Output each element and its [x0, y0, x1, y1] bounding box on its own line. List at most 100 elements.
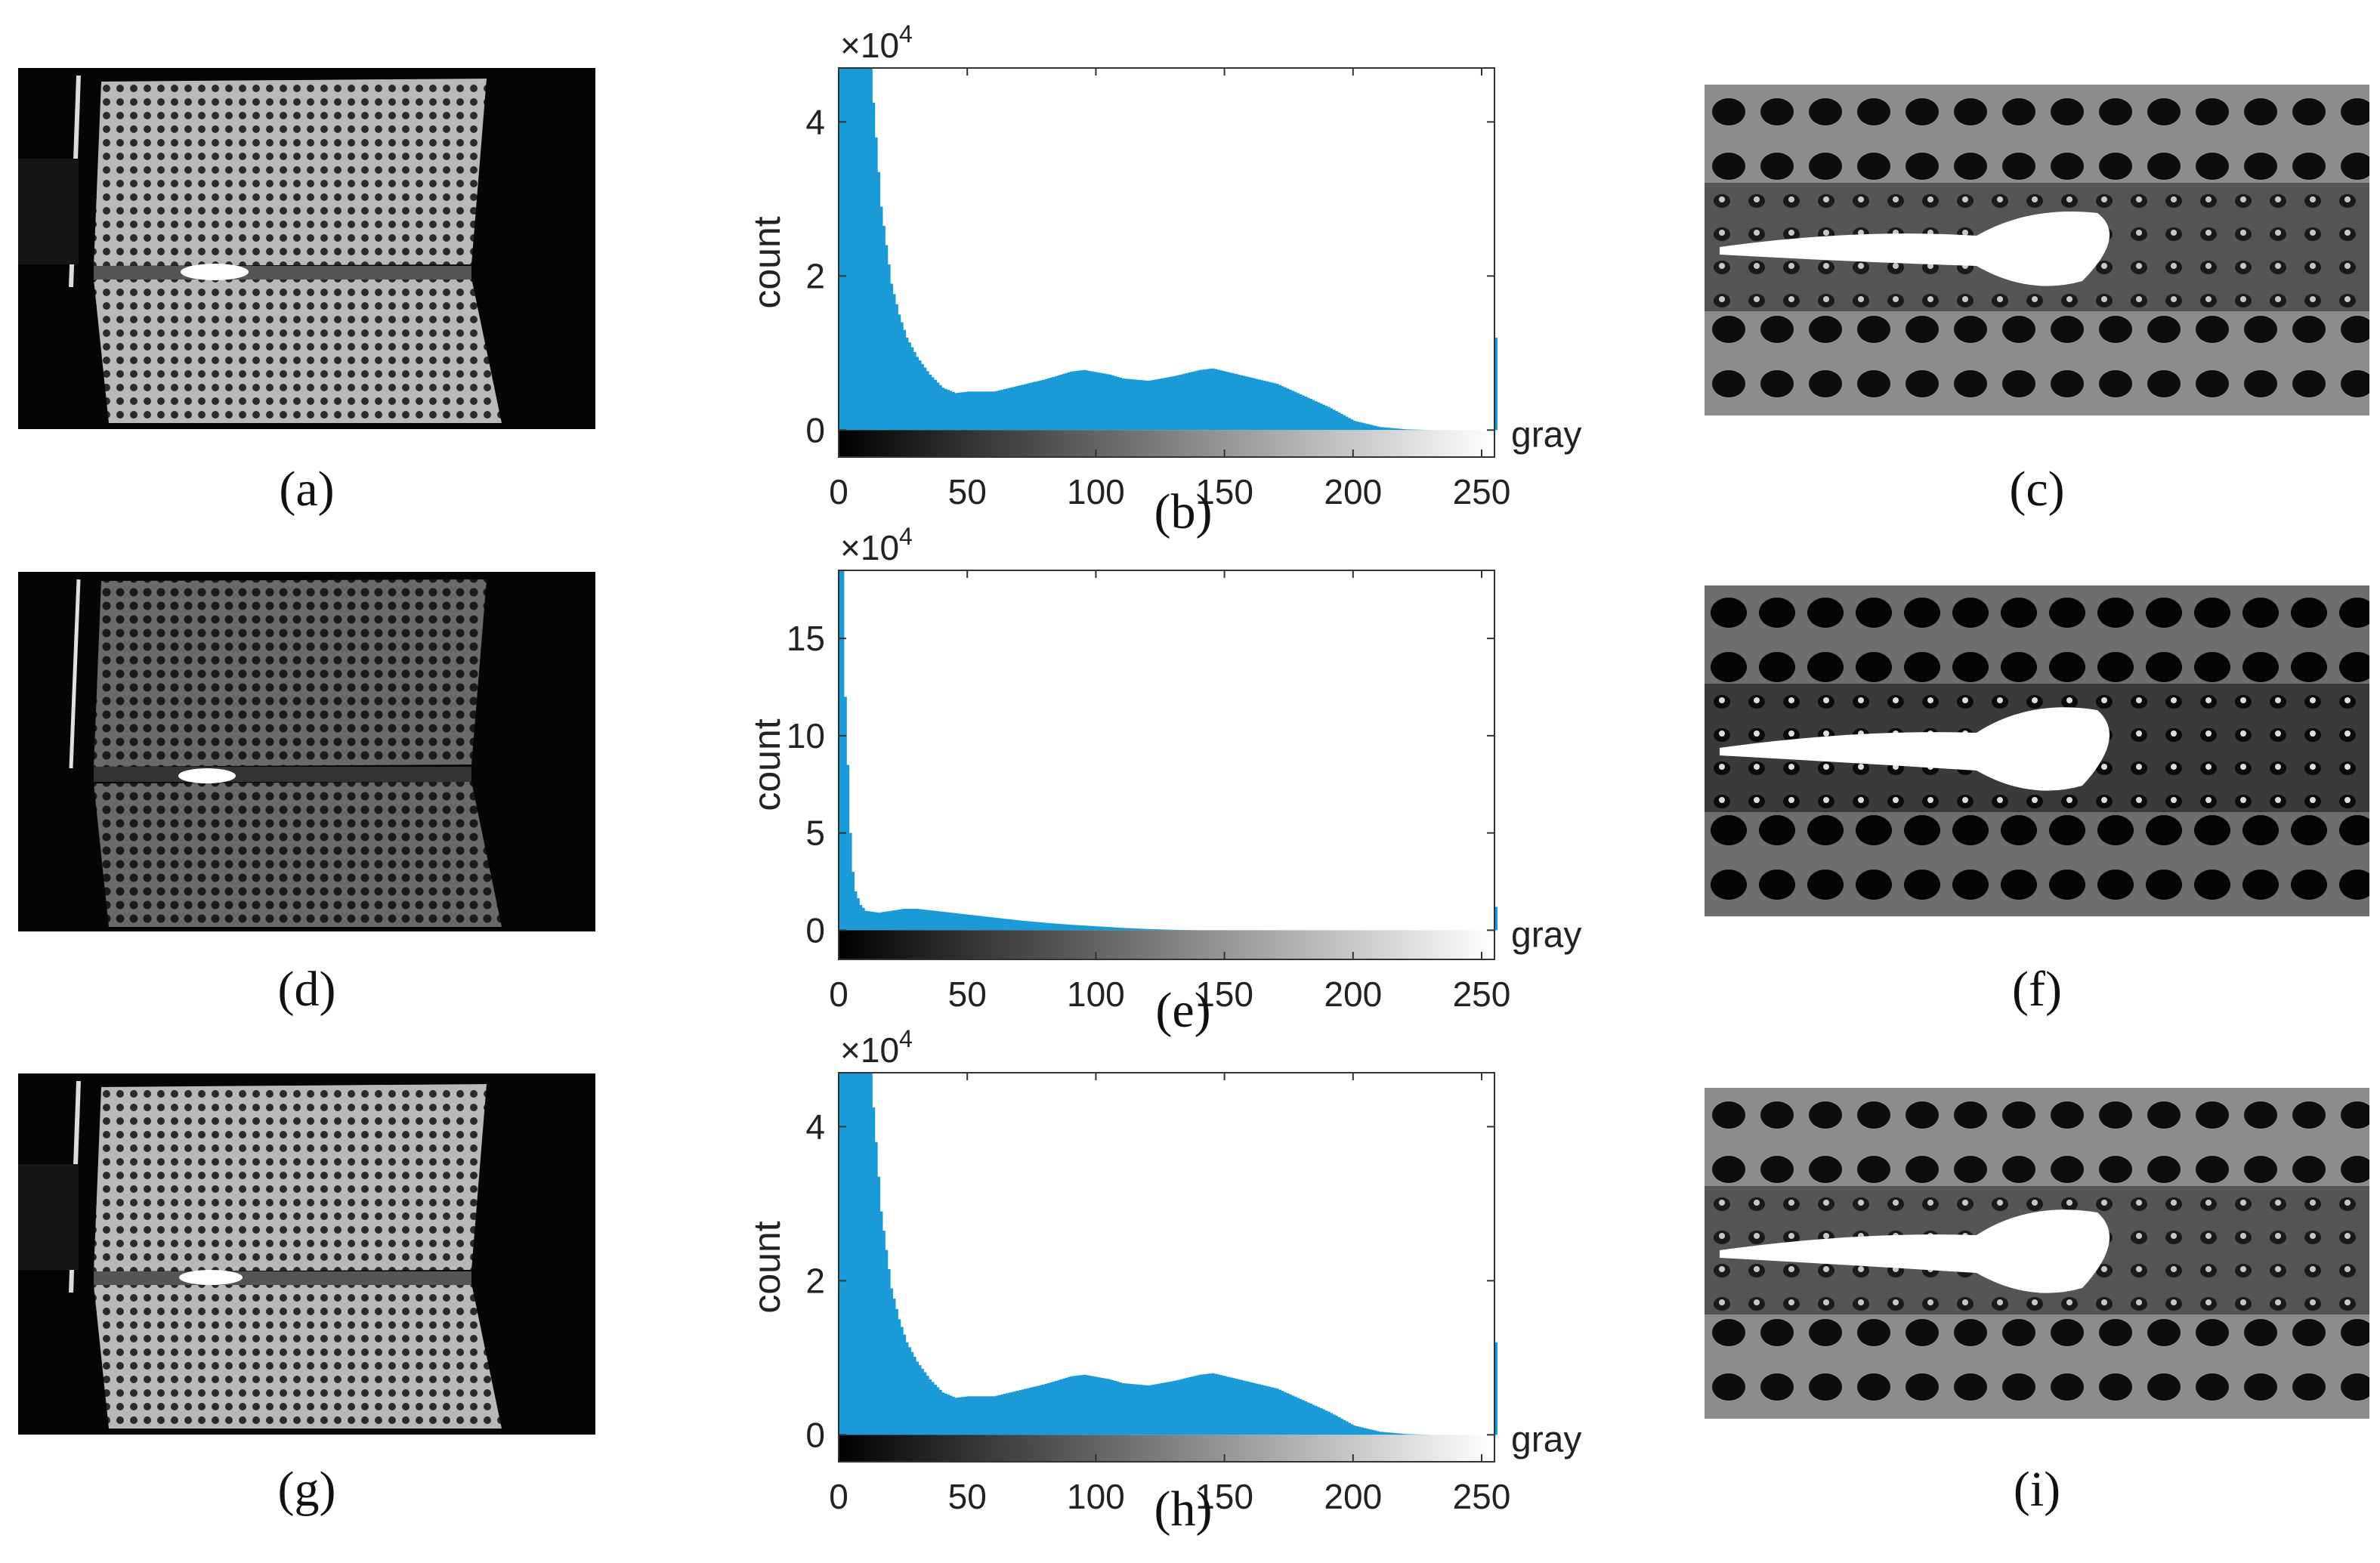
histogram-bar [1185, 1377, 1189, 1435]
histogram-bar [1337, 1417, 1341, 1435]
histogram-bar [1242, 375, 1246, 431]
histogram-bar [1108, 927, 1112, 931]
y-axis-label: count [746, 1221, 788, 1313]
caption-i: (i) [2013, 1462, 2061, 1517]
histogram-bar [931, 1382, 935, 1435]
histogram-bar [1054, 923, 1058, 931]
histogram-bar [1103, 373, 1107, 431]
caption-g: (g) [277, 1462, 336, 1517]
histogram-bar [982, 391, 986, 431]
histogram-bar [962, 914, 966, 931]
histogram-bar [869, 68, 873, 431]
histogram-bar [1008, 919, 1012, 931]
histogram-bar [856, 897, 860, 931]
histogram-bar [1024, 1388, 1028, 1435]
histogram-bar [1088, 370, 1092, 431]
histogram-bar [874, 137, 878, 431]
histogram-bar [977, 916, 981, 931]
photo-panel-g [18, 1073, 595, 1435]
histogram-bar [879, 1211, 883, 1435]
histogram-bar [1111, 927, 1114, 931]
histogram-bar [854, 1073, 858, 1435]
histogram-bar [1368, 424, 1372, 431]
histogram-bar [1371, 1429, 1374, 1435]
histogram-bar [1188, 372, 1192, 431]
histogram-bar [1026, 383, 1030, 431]
histogram-bar [1147, 928, 1151, 931]
histogram-bar [998, 390, 1002, 431]
histogram-bar [1402, 428, 1405, 431]
histogram-bar [1062, 1378, 1066, 1435]
histogram-bar [1101, 373, 1105, 431]
histogram-bar [1494, 1342, 1498, 1435]
histogram-bar [1106, 374, 1109, 431]
histogram-e-svg: 0 50 100 150 200 250 0 5 10 15 ×104 count gray [746, 523, 1581, 1014]
histogram-bar [1096, 926, 1099, 931]
histogram-bar [1409, 429, 1413, 431]
histogram-bar [892, 1299, 896, 1435]
histogram-bar [993, 1396, 997, 1435]
histogram-bar [1065, 372, 1068, 431]
histogram-bar [1253, 378, 1256, 431]
histogram-bar [1090, 1376, 1094, 1435]
x-tick-label: 50 [948, 472, 987, 511]
histogram-bar [1162, 929, 1166, 931]
histogram-bar [1013, 919, 1017, 931]
histogram-bar [941, 388, 945, 431]
x-tick-label: 0 [829, 1477, 848, 1516]
x-tick-label: 250 [1453, 1477, 1511, 1516]
histogram-bar [1170, 929, 1174, 931]
histogram-bar [1350, 419, 1354, 431]
histogram-bar [1306, 397, 1310, 431]
x-tick-label: 100 [1067, 472, 1125, 511]
histogram-bar [1044, 1384, 1048, 1435]
histogram-bar [1242, 1380, 1246, 1435]
histogram-bar [920, 363, 924, 431]
histogram-bar [923, 367, 927, 431]
histogram-bar [985, 916, 989, 931]
histogram-b: 0 50 100 150 200 250 0 2 4 ×104 count gray [710, 15, 1617, 544]
histogram-bar [1085, 1375, 1089, 1435]
x-tick-label: 150 [1195, 472, 1253, 511]
histogram-bar [885, 245, 889, 431]
histogram-bar [1389, 1432, 1392, 1435]
histogram-bar [1039, 380, 1043, 431]
histogram-bar [1024, 384, 1028, 431]
histogram-bar [1389, 428, 1392, 431]
histogram-bar [1160, 929, 1164, 931]
histogram-bar [1263, 381, 1266, 431]
histogram-bar [972, 1396, 975, 1435]
histogram-bar [946, 1395, 950, 1435]
histogram-bar [1070, 371, 1074, 431]
exponent-label: ×104 [840, 1025, 913, 1070]
histogram-bar [993, 391, 997, 431]
histogram-bar [1158, 378, 1161, 431]
histogram-bar [1417, 429, 1420, 431]
histogram-bar [926, 910, 929, 931]
histogram-bar [1412, 429, 1416, 431]
histogram-bar [900, 1327, 904, 1435]
histogram-bar [854, 891, 858, 931]
caption-e: (e) [1155, 983, 1211, 1038]
histogram-bar [1147, 1385, 1151, 1435]
histogram-bar [957, 913, 960, 931]
histogram-bar [1209, 1373, 1213, 1435]
histogram-bar [1173, 375, 1176, 431]
histogram-bar [972, 915, 975, 931]
histogram-bar [1257, 379, 1261, 431]
histogram-bar [1175, 375, 1179, 431]
x-axis-label: gray [1511, 415, 1581, 455]
histogram-h-svg: 0 50 100 150 200 250 0 2 4 ×104 count gray [746, 1025, 1581, 1516]
histogram-bar [1386, 1432, 1390, 1435]
x-tick-label: 0 [829, 472, 848, 511]
histogram-bar [1206, 369, 1210, 431]
histogram-bar [1240, 1379, 1244, 1435]
histogram-bar [1160, 1382, 1164, 1435]
histogram-bar [1394, 1433, 1398, 1435]
x-tick-label: 250 [1453, 975, 1511, 1014]
x-tick-label: 50 [948, 1477, 987, 1516]
histogram-bar [1006, 1393, 1009, 1435]
histogram-bar [1119, 1382, 1123, 1435]
histogram-bar [916, 909, 920, 931]
histogram-bar [1317, 402, 1321, 431]
